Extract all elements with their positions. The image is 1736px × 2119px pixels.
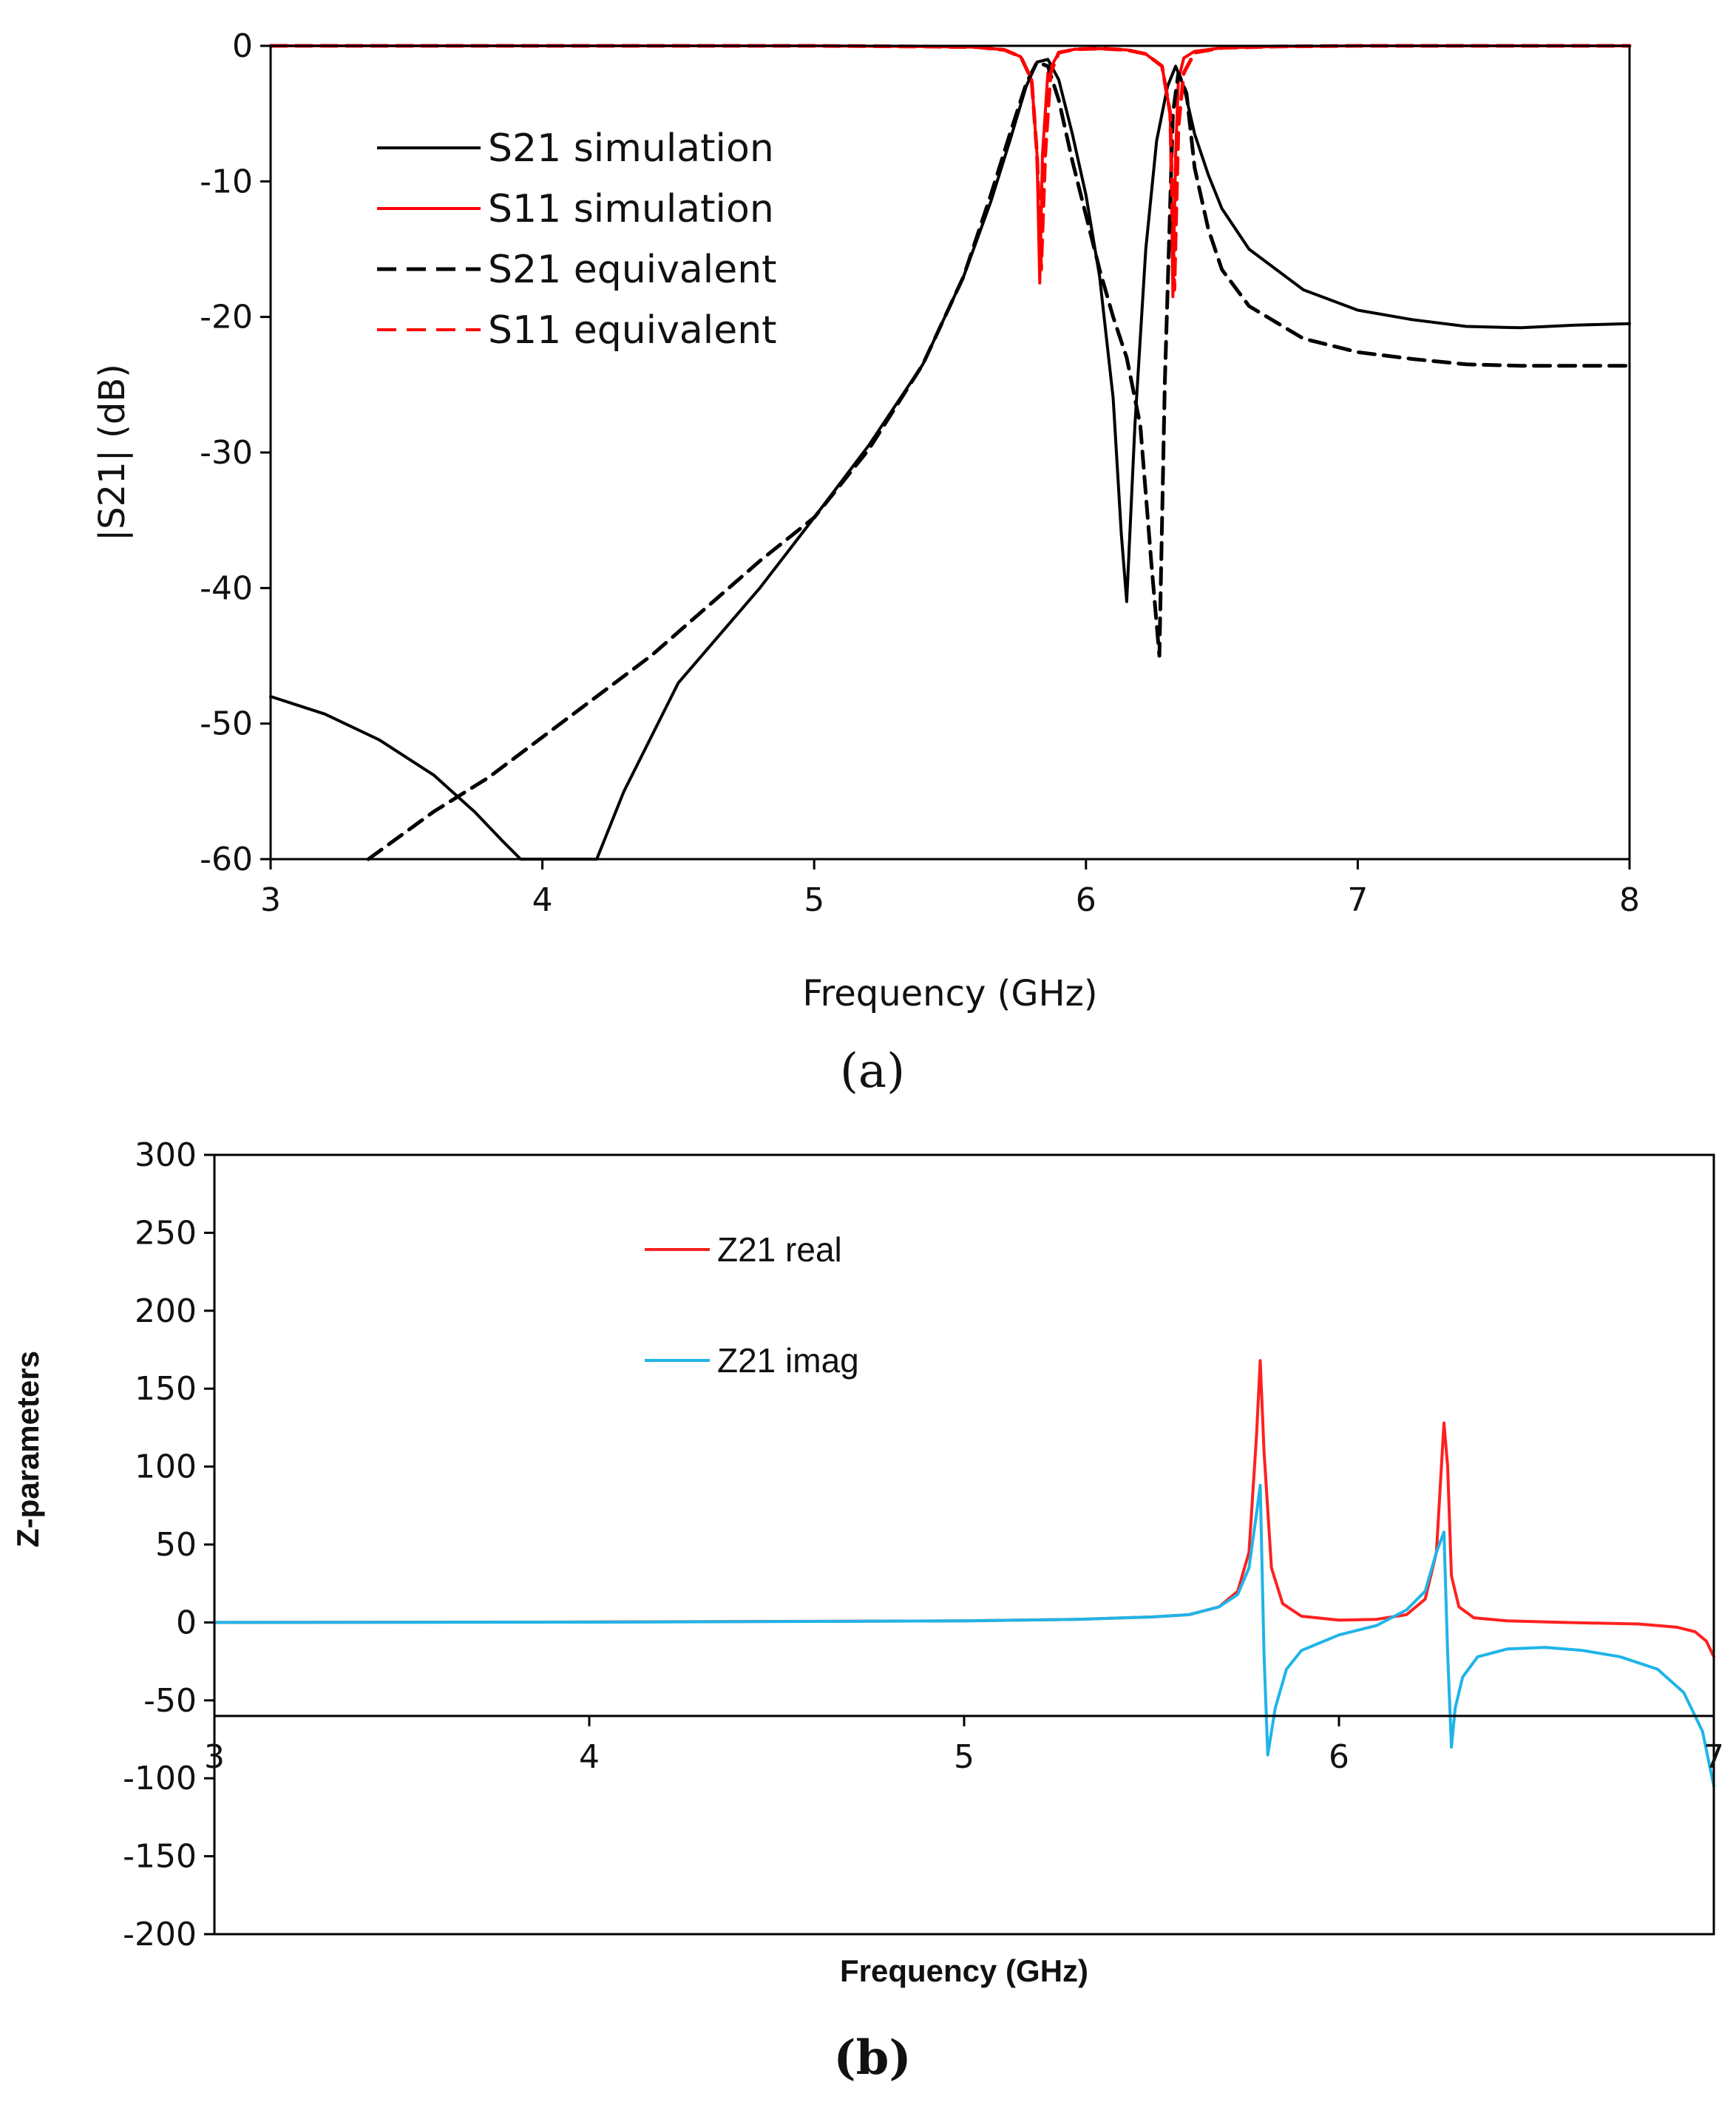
panel-b-y-tick-label: 100 — [135, 1448, 197, 1486]
panel-a-y-tick-label: 0 — [232, 27, 253, 65]
panel-a-y-tick-label: -30 — [200, 434, 253, 472]
panel-b-series-z21-real — [213, 1359, 1715, 1658]
panel-a-series-s21-simulation — [269, 58, 1631, 861]
panel-a-y-tick-label: -20 — [200, 299, 253, 336]
legend-label-z21-imag: Z21 imag — [717, 1341, 859, 1380]
panel-a-legend: S21 simulation S11 simulation S21 equiva… — [377, 126, 777, 353]
panel-b-y-tick-label: 200 — [135, 1292, 197, 1330]
panel-a-x-axis-title: Frequency (GHz) — [802, 973, 1097, 1014]
panel-b-y-tick-label: 150 — [135, 1370, 197, 1408]
panel-a-y-tick-label: -40 — [200, 569, 253, 607]
panel-a-x-tick-label: 6 — [1076, 881, 1096, 919]
panel-b-y-axis-title: Z-parameters — [10, 1351, 45, 1547]
panel-b-x-tick-label: 5 — [954, 1738, 974, 1776]
panel-a-chart: 0 -10 -20 -30 -40 -50 -603 4 5 6 7 8 S21 simulation… — [92, 27, 1640, 1099]
panel-b-y-tick-label: 250 — [135, 1214, 197, 1252]
panel-a-y-tick-label: -60 — [200, 841, 253, 878]
panel-a-plot-frame — [269, 44, 1631, 861]
panel-b-y-tick-label: -50 — [143, 1682, 197, 1720]
panel-b-series-z21-imag — [213, 1483, 1715, 1788]
panel-b-y-tick-label: -200 — [123, 1916, 197, 1953]
legend-label-s21-equivalent: S21 equivalent — [488, 248, 777, 292]
panel-b-y-tick-label: 300 — [135, 1136, 197, 1174]
panel-a-label: (a) — [840, 1044, 905, 1099]
panel-a-series-s11-simulation — [269, 44, 1631, 299]
panel-b-x-tick-label: 4 — [579, 1738, 600, 1776]
legend-label-s11-simulation: S11 simulation — [488, 187, 774, 231]
panel-b-legend: Z21 real Z21 imag — [645, 1230, 859, 1380]
legend-label-s21-simulation: S21 simulation — [488, 126, 774, 171]
legend-label-s11-equivalent: S11 equivalent — [488, 308, 777, 353]
panel-b-plot-frame — [213, 1153, 1715, 1936]
panel-a-x-tick-label: 8 — [1619, 881, 1640, 919]
panel-a-series-s11-equivalent — [268, 44, 1632, 292]
panel-a-series-s21-equivalent — [366, 60, 1632, 861]
panel-b-chart: 300 250 200 150 100 50 0 -50 -100 -150 -200 3 4 5 6 7 Z… — [10, 1136, 1724, 2086]
panel-b-y-tick-label: 50 — [155, 1526, 197, 1564]
panel-b-label: (b) — [833, 2030, 911, 2086]
panel-a-x-tick-label: 7 — [1347, 881, 1368, 919]
panel-a-x-tick-label: 5 — [804, 881, 824, 919]
panel-a-y-tick-label: -50 — [200, 705, 253, 743]
panel-b-x-tick-label: 7 — [1703, 1738, 1724, 1776]
panel-b-x-tick-label: 6 — [1329, 1738, 1349, 1776]
panel-b-x-tick-label: 3 — [204, 1738, 225, 1776]
panel-a-y-axis-title: |S21| (dB) — [92, 364, 133, 541]
legend-label-z21-real: Z21 real — [717, 1230, 842, 1269]
panel-a-x-tick-label: 3 — [260, 881, 281, 919]
panel-b-y-tick-label: -150 — [123, 1838, 197, 1876]
panel-b-x-axis-title: Frequency (GHz) — [840, 1953, 1088, 1988]
panel-b-y-tick-label: -100 — [123, 1760, 197, 1797]
panel-a-y-tick-label: -10 — [200, 163, 253, 200]
panel-b-y-tick-label: 0 — [176, 1604, 197, 1641]
panel-a-x-tick-label: 4 — [532, 881, 553, 919]
